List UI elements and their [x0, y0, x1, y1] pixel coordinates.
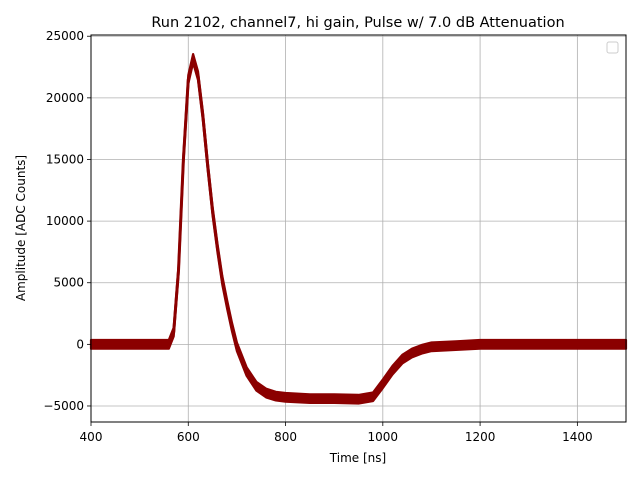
data-point — [333, 397, 335, 400]
axes-frame — [90, 34, 627, 423]
data-point — [265, 392, 267, 394]
ticks: 400 600 800 1000 1200 1400 −5000 0 5000 10000 1500… — [43, 29, 592, 444]
data-point — [207, 165, 209, 167]
y-tick-label: −5000 — [43, 399, 84, 413]
x-tick-label: 1000 — [368, 430, 399, 444]
data-point — [455, 344, 457, 347]
y-tick-label: 25000 — [46, 29, 84, 43]
data-point — [391, 369, 394, 371]
x-tick-label: 1200 — [465, 430, 496, 444]
data-point — [372, 396, 374, 398]
data-point — [231, 326, 233, 328]
data-point — [357, 398, 360, 400]
data-point — [211, 210, 214, 212]
data-point — [226, 304, 228, 306]
x-tick-label: 400 — [80, 430, 103, 444]
x-tick-label: 800 — [274, 430, 297, 444]
data-point — [255, 385, 257, 387]
grid-lines — [90, 35, 626, 422]
data-point — [216, 247, 219, 249]
data-point — [382, 383, 384, 385]
data-point — [421, 348, 423, 350]
data-point — [246, 370, 248, 373]
data-point — [187, 78, 189, 80]
data-point — [168, 343, 170, 345]
y-tick-label: 15000 — [46, 152, 84, 166]
series-layer — [89, 52, 628, 405]
legend-box — [606, 41, 619, 54]
series-noise-band — [89, 52, 628, 405]
data-point — [576, 343, 578, 345]
y-tick-label: 0 — [76, 337, 84, 351]
data-point — [528, 343, 530, 345]
y-tick-label: 10000 — [46, 214, 84, 228]
y-tick-label: 5000 — [53, 276, 84, 290]
x-tick-label: 600 — [177, 430, 200, 444]
data-point — [284, 396, 287, 398]
data-point — [275, 395, 277, 397]
data-point — [401, 358, 403, 360]
data-point — [182, 158, 185, 161]
y-axis-label: Amplitude [ADC Counts] — [14, 155, 28, 301]
data-point — [479, 343, 481, 345]
data-point — [173, 331, 175, 333]
data-point — [411, 352, 413, 354]
data-point — [202, 115, 204, 117]
data-point — [177, 269, 180, 272]
data-point — [197, 75, 199, 77]
x-axis-label: Time [ns] — [329, 451, 386, 465]
data-point — [192, 57, 194, 60]
y-tick-label: 20000 — [46, 91, 84, 105]
series-line — [91, 56, 626, 401]
chart-title: Run 2102, channel7, hi gain, Pulse w/ 7.… — [151, 15, 564, 31]
x-tick-label: 1400 — [562, 430, 593, 444]
data-point — [430, 346, 433, 348]
data-point — [309, 397, 311, 400]
data-point — [236, 346, 238, 348]
data-point — [221, 279, 223, 281]
